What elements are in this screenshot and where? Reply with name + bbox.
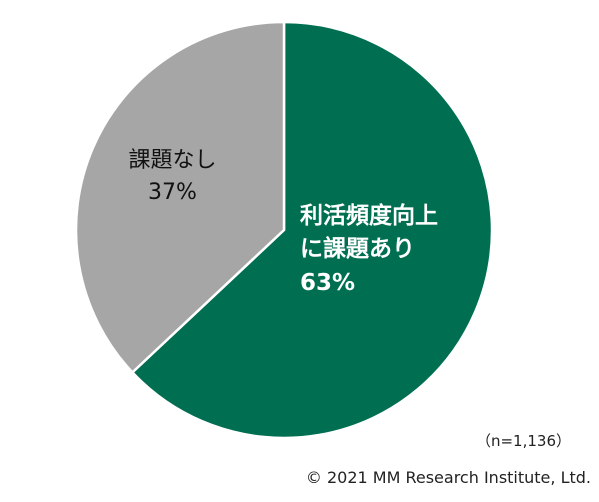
value-label: 37% (148, 179, 197, 205)
sample-note: （n=1,136） (475, 432, 571, 450)
category-label: 利活頻度向上に課題あり (300, 203, 438, 263)
copyright: © 2021 MM Research Institute, Ltd. (305, 468, 591, 487)
category-label: 課題なし (128, 148, 217, 173)
pie-slice (130, 20, 494, 440)
value-label: 63% (300, 269, 356, 296)
slice-label: 課題なし 37% (115, 145, 230, 209)
pie-slice (74, 20, 286, 375)
slice-label: 利活頻度向上に課題あり 63% (300, 200, 450, 300)
